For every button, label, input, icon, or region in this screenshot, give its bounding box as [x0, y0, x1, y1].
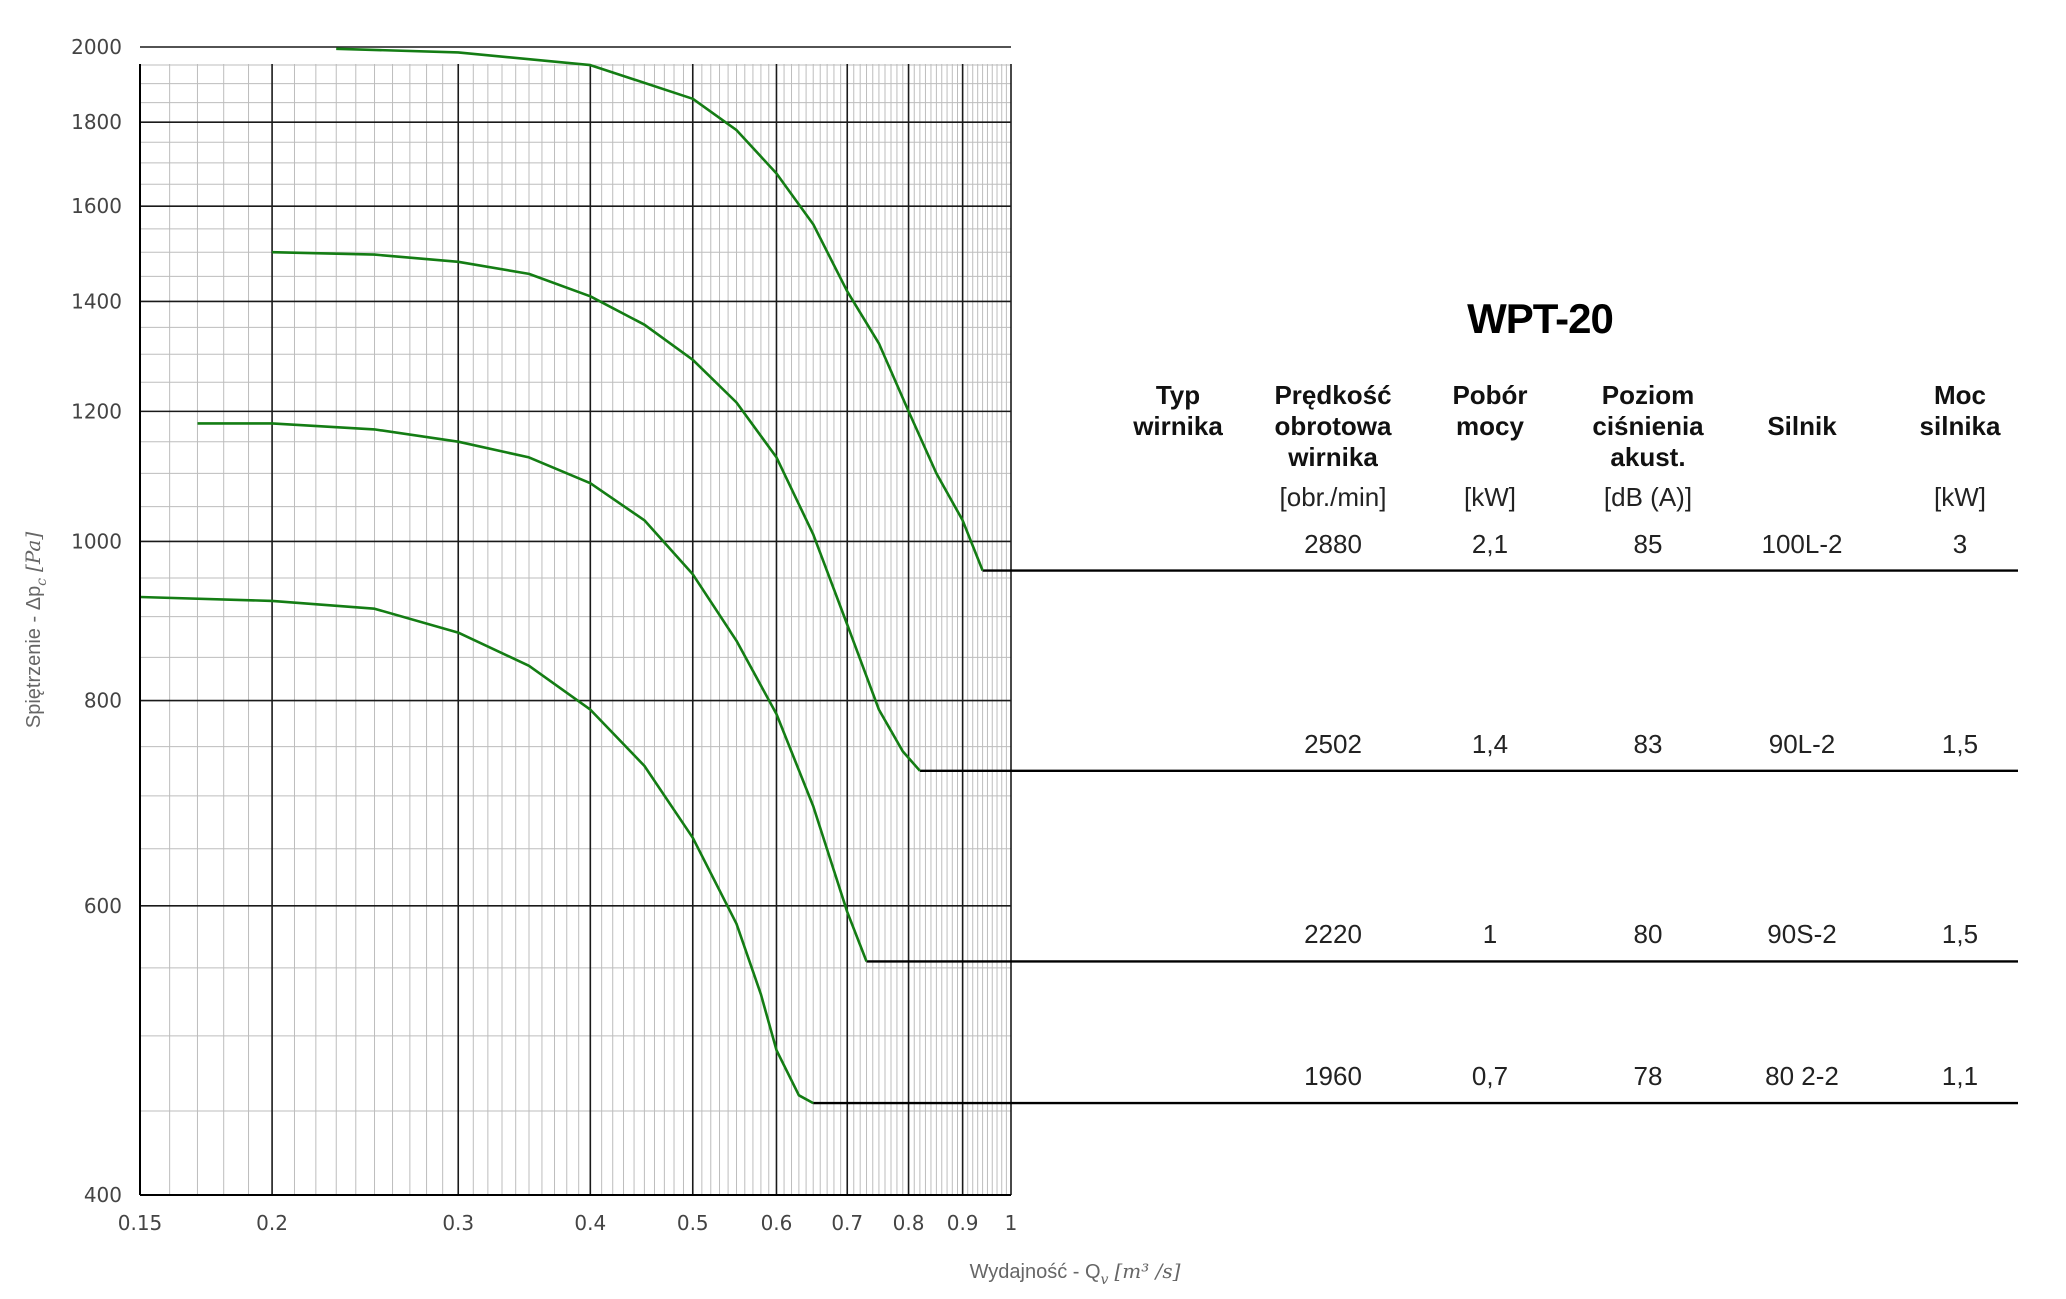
table-cell: 2,1 — [1471, 528, 1509, 559]
table-title: WPT-20 — [1467, 295, 1614, 342]
x-tick-label: 0.7 — [831, 1211, 863, 1235]
x-tick-label: 0.2 — [256, 1211, 288, 1235]
x-tick-label: 1 — [1005, 1211, 1018, 1235]
column-header-line: Prędkość — [1274, 380, 1392, 410]
table-cell: 90L-2 — [1768, 728, 1836, 759]
table-cell: 1,1 — [1941, 1061, 1979, 1092]
table-cell: 100L-2 — [1761, 528, 1843, 559]
table-cell: 85 — [1633, 528, 1663, 559]
column-header: Poziom ciśnienia akust. — [1592, 380, 1703, 473]
column-unit: [obr./min] — [1279, 482, 1387, 512]
column-header-line: Pobór — [1452, 380, 1528, 410]
column-unit: [dB (A)] — [1603, 482, 1693, 512]
column-header-line: Silnik — [1767, 411, 1837, 441]
y-tick-label: 600 — [84, 894, 122, 918]
column-header: Prędkość obrotowa wirnika — [1274, 380, 1391, 473]
column-header-line: wirnika — [1133, 411, 1223, 441]
column-header-line: Moc — [1934, 380, 1986, 410]
x-tick-label: 0.9 — [947, 1211, 979, 1235]
column-header-line: obrotowa — [1274, 411, 1392, 441]
y-tick-label: 1600 — [71, 194, 122, 218]
x-tick-label: 0.15 — [118, 1211, 163, 1235]
table-cell: 80 — [1633, 919, 1663, 950]
x-axis-label: Wydajność - Qv [m³ /s] — [970, 1259, 1181, 1288]
y-tick-label: 800 — [84, 689, 122, 713]
fan-curve-3 — [197, 422, 868, 962]
table-cell: 3 — [1952, 528, 1968, 559]
column-header-line: wirnika — [1288, 442, 1378, 472]
y-tick-label: 1800 — [71, 110, 122, 134]
column-header: Typ wirnika — [1133, 380, 1223, 442]
x-tick-label: 0.8 — [893, 1211, 925, 1235]
fan-curve-4 — [139, 595, 814, 1105]
fan-curve-1 — [336, 47, 984, 571]
table-row-lines — [813, 569, 2018, 1105]
column-header-line: Poziom — [1601, 380, 1695, 410]
x-tick-label: 0.4 — [574, 1211, 606, 1235]
fan-curve-2 — [272, 250, 921, 772]
table-cell: 90S-2 — [1767, 919, 1837, 950]
table-cell: 83 — [1633, 728, 1663, 759]
column-header-line: Typ — [1155, 380, 1201, 410]
table-cell: 1,4 — [1471, 728, 1509, 759]
axes — [139, 64, 1011, 1196]
table-cell: 1,5 — [1941, 919, 1979, 950]
table-cell: 78 — [1633, 1061, 1663, 1092]
column-header: Moc silnika — [1920, 380, 2001, 442]
column-header-line: akust. — [1610, 442, 1686, 472]
column-unit: [kW] — [1934, 482, 1986, 512]
column-header: Pobór mocy — [1452, 380, 1527, 442]
minor-gridlines — [139, 46, 1012, 1196]
major-gridlines — [139, 46, 1012, 1196]
fan-curves — [139, 47, 984, 1105]
y-tick-label: 1200 — [71, 399, 122, 423]
table-cell: 1960 — [1304, 1061, 1362, 1092]
column-header-line: mocy — [1456, 411, 1524, 441]
table-cell: 80 2-2 — [1765, 1061, 1839, 1092]
table-cell: 2502 — [1304, 728, 1362, 759]
table-cell: 1,5 — [1941, 728, 1979, 759]
table-cell: 2220 — [1304, 919, 1362, 950]
column-header: Silnik — [1767, 411, 1836, 442]
x-tick-label: 0.3 — [442, 1211, 474, 1235]
y-tick-label: 400 — [84, 1183, 122, 1207]
x-tick-label: 0.5 — [677, 1211, 709, 1235]
column-header-line: ciśnienia — [1592, 411, 1704, 441]
x-tick-label: 0.6 — [761, 1211, 793, 1235]
table-cell: 2880 — [1304, 528, 1362, 559]
y-tick-label: 1000 — [71, 529, 122, 553]
table-cell: 0,7 — [1471, 1061, 1509, 1092]
table-cell: 1 — [1482, 919, 1498, 950]
axis-ticks: 0.15 0.2 0.3 0.4 0.5 0.6 0.7 0.8 0.9 140060080010… — [71, 35, 1017, 1235]
column-unit: [kW] — [1464, 482, 1516, 512]
y-axis-label: Spiętrzenie - Δpc[Pa] — [21, 532, 50, 728]
y-tick-label: 2000 — [71, 35, 122, 59]
y-tick-label: 1400 — [71, 289, 122, 313]
column-header-line: silnika — [1919, 411, 2001, 441]
